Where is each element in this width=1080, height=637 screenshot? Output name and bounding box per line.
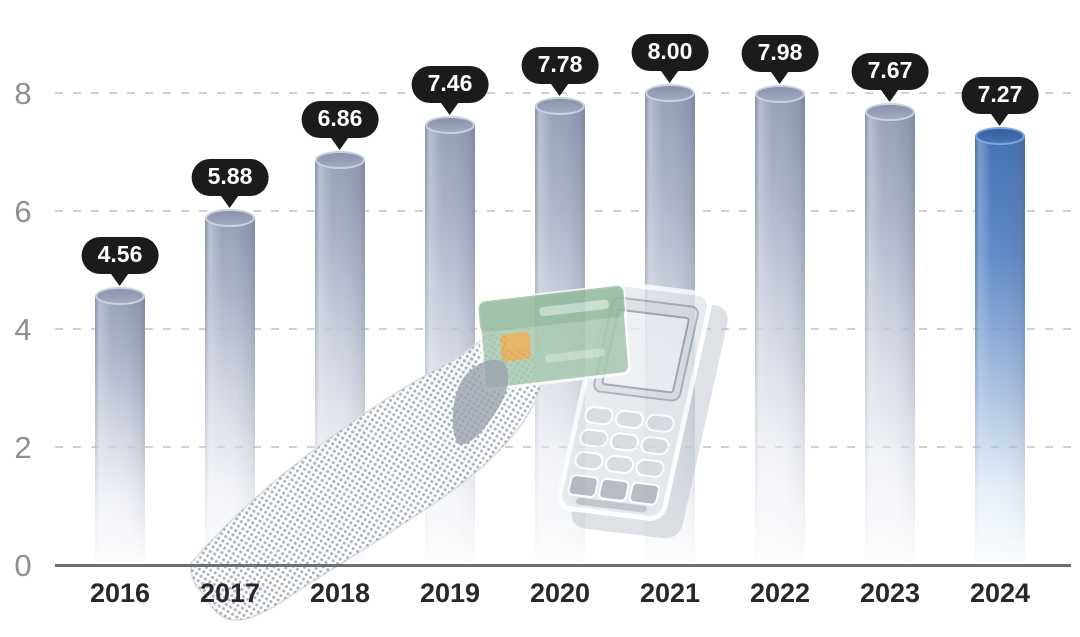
x-axis-line [55, 564, 1071, 567]
value-bubble-2023: 7.67 [851, 53, 929, 91]
value-bubble-2024: 7.27 [961, 77, 1039, 115]
x-tick-label-2016: 2016 [89, 578, 151, 608]
value-bubble-2016: 4.56 [81, 236, 159, 274]
bar-cap-2016 [95, 286, 145, 305]
x-tick-label-2021: 2021 [639, 578, 701, 608]
bar-cap-2019 [425, 115, 475, 134]
bar-2023 [865, 112, 915, 565]
bar-2022 [755, 94, 805, 565]
value-bubble-2020: 7.78 [521, 46, 599, 84]
y-tick-label-0: 0 [14, 548, 32, 583]
value-bubble-2022: 7.98 [741, 35, 819, 73]
bar-cap-2020 [535, 96, 585, 115]
y-tick-label-8: 8 [14, 76, 32, 111]
bar-2016 [95, 295, 145, 565]
value-bubble-2019: 7.46 [411, 65, 489, 103]
bar-cap-2021 [645, 84, 695, 102]
bar-cap-2017 [205, 209, 255, 228]
x-tick-label-2023: 2023 [859, 578, 921, 608]
value-bubble-2018: 6.86 [301, 101, 379, 139]
bar-2024 [975, 136, 1025, 565]
x-tick-label-2024: 2024 [969, 578, 1031, 608]
bar-cap-2023 [865, 103, 915, 122]
y-tick-label-6: 6 [14, 194, 32, 229]
bar-cap-2018 [315, 151, 365, 170]
bar-cap-2022 [755, 85, 805, 104]
y-tick-label-4: 4 [14, 312, 32, 347]
x-tick-label-2022: 2022 [749, 578, 811, 608]
value-bubble-2021: 8.00 [631, 34, 709, 71]
bar-cap-2024 [975, 127, 1025, 146]
value-bubble-2017: 5.88 [191, 159, 269, 197]
y-tick-label-2: 2 [14, 430, 32, 465]
